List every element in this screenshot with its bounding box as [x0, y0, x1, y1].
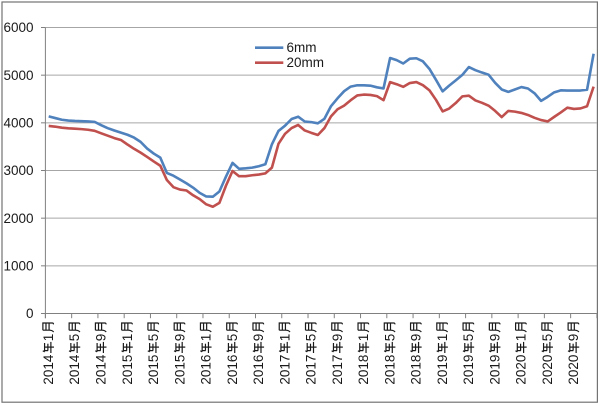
svg-text:2017: 2017	[304, 355, 319, 385]
svg-text:2020: 2020	[566, 355, 581, 385]
svg-text:1000: 1000	[3, 258, 33, 273]
svg-text:6mm: 6mm	[287, 40, 317, 55]
svg-text:1: 1	[435, 334, 450, 342]
svg-text:1: 1	[514, 334, 529, 342]
svg-text:5: 5	[461, 334, 476, 342]
svg-text:9: 9	[487, 334, 502, 342]
svg-text:9: 9	[94, 334, 109, 342]
svg-text:2016: 2016	[199, 355, 214, 385]
svg-text:2020: 2020	[540, 355, 555, 385]
svg-text:9: 9	[330, 334, 345, 342]
svg-text:9: 9	[566, 334, 581, 342]
svg-text:2018: 2018	[356, 355, 371, 385]
svg-text:5000: 5000	[3, 68, 33, 83]
svg-text:4000: 4000	[3, 115, 33, 130]
svg-text:2015: 2015	[120, 355, 135, 385]
svg-text:5: 5	[225, 334, 240, 342]
svg-text:20mm: 20mm	[287, 55, 325, 70]
svg-text:2015: 2015	[172, 355, 187, 385]
svg-text:9: 9	[172, 334, 187, 342]
svg-text:2019: 2019	[461, 355, 476, 385]
svg-text:1: 1	[356, 334, 371, 342]
svg-text:5: 5	[304, 334, 319, 342]
svg-text:5: 5	[146, 334, 161, 342]
svg-text:2019: 2019	[435, 355, 450, 385]
svg-text:1: 1	[199, 334, 214, 342]
svg-text:2018: 2018	[409, 355, 424, 385]
svg-text:1: 1	[120, 334, 135, 342]
svg-text:2014: 2014	[41, 354, 56, 385]
svg-text:5: 5	[67, 334, 82, 342]
svg-text:9: 9	[251, 334, 266, 342]
svg-text:2019: 2019	[487, 355, 502, 385]
svg-text:2017: 2017	[330, 355, 345, 385]
svg-text:5: 5	[540, 334, 555, 342]
svg-text:2014: 2014	[94, 354, 109, 385]
svg-text:2017: 2017	[277, 355, 292, 385]
svg-text:9: 9	[409, 334, 424, 342]
svg-text:2016: 2016	[225, 355, 240, 385]
svg-text:3000: 3000	[3, 163, 33, 178]
svg-text:1: 1	[277, 334, 292, 342]
svg-text:1: 1	[41, 334, 56, 342]
svg-text:2014: 2014	[67, 354, 82, 385]
svg-text:2018: 2018	[382, 355, 397, 385]
svg-text:2015: 2015	[146, 355, 161, 385]
svg-text:6000: 6000	[3, 20, 33, 35]
svg-text:2016: 2016	[251, 355, 266, 385]
svg-text:5: 5	[382, 334, 397, 342]
svg-text:0: 0	[26, 306, 34, 321]
svg-text:2000: 2000	[3, 211, 33, 226]
svg-text:2020: 2020	[514, 355, 529, 385]
